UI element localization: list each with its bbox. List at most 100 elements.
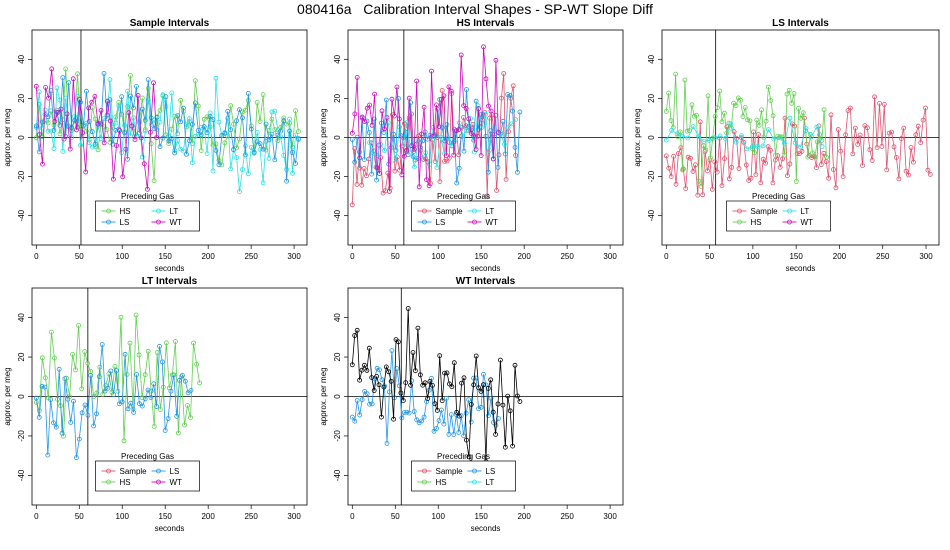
data-point: [501, 71, 507, 76]
data-point: [210, 117, 216, 122]
data-point: [512, 362, 518, 368]
data-point: [441, 93, 447, 99]
data-point: [387, 185, 393, 191]
data-point: [76, 436, 82, 442]
data-point: [748, 175, 754, 181]
data-point: [493, 431, 499, 437]
data-point: [417, 372, 423, 378]
series-group: [33, 66, 301, 195]
data-point: [64, 111, 70, 117]
data-point: [409, 143, 415, 149]
data-point: [186, 138, 192, 144]
data-point: [821, 107, 827, 113]
data-point: [57, 123, 63, 128]
data-point: [45, 114, 51, 120]
chart-panel-4: WT Intervals 0 50 100 150 200 250 300 -40 -20 0 20 4…: [319, 276, 624, 533]
data-point: [503, 176, 509, 182]
data-point: [382, 148, 387, 153]
data-point: [369, 401, 375, 407]
data-point: [488, 395, 494, 401]
data-point: [113, 120, 119, 126]
data-point: [456, 152, 462, 158]
data-point: [148, 388, 154, 394]
data-point: [154, 135, 160, 141]
y-tick-label: -40: [647, 209, 656, 221]
data-point: [91, 423, 96, 429]
data-point: [172, 339, 178, 344]
y-tick-label: 20: [647, 93, 656, 102]
data-point: [848, 105, 853, 111]
data-point: [419, 418, 425, 424]
data-point: [754, 117, 760, 123]
data-point: [920, 117, 926, 123]
data-point: [436, 418, 442, 424]
data-point: [231, 121, 237, 127]
data-point: [466, 116, 472, 122]
data-point: [225, 133, 231, 139]
legend-entry: LS: [170, 467, 180, 476]
data-point: [473, 353, 479, 359]
data-point: [421, 414, 427, 420]
data-point: [449, 384, 455, 390]
data-point: [287, 128, 293, 134]
data-point: [439, 88, 445, 93]
y-tick-label: -40: [17, 209, 26, 221]
data-point: [122, 130, 127, 136]
data-point: [466, 454, 472, 460]
data-point: [456, 413, 462, 419]
data-point: [911, 159, 916, 165]
data-point: [177, 377, 182, 383]
legend-box: [726, 200, 831, 232]
data-point: [512, 144, 518, 150]
data-point: [367, 401, 373, 407]
data-point: [157, 343, 162, 349]
data-point: [439, 398, 445, 404]
data-point: [415, 325, 421, 331]
data-point: [780, 156, 785, 162]
data-point: [219, 133, 225, 139]
data-point: [690, 124, 696, 129]
data-point: [391, 113, 397, 119]
data-point: [786, 87, 792, 93]
data-point: [490, 156, 496, 162]
data-point: [135, 93, 141, 98]
data-point: [42, 384, 48, 390]
data-point: [879, 143, 885, 149]
data-point: [745, 117, 750, 123]
y-tick-label: 20: [333, 352, 342, 361]
y-tick-label: -20: [17, 430, 26, 442]
data-point: [446, 155, 452, 161]
data-point: [213, 147, 219, 153]
data-point: [742, 105, 748, 110]
data-point: [475, 103, 481, 109]
data-point: [52, 119, 58, 124]
data-point: [118, 314, 124, 320]
data-point: [78, 99, 83, 105]
data-point: [142, 372, 148, 378]
x-axis-label: seconds: [471, 524, 501, 533]
data-point: [374, 373, 380, 379]
legend-swatch-marker: [472, 479, 477, 485]
y-tick-label: 40: [17, 313, 26, 322]
data-point: [700, 192, 706, 198]
data-point: [367, 140, 372, 146]
data-point: [182, 422, 187, 428]
data-point: [430, 125, 436, 130]
data-point: [119, 94, 125, 100]
data-point: [814, 139, 820, 145]
y-tick-label: -40: [333, 209, 342, 221]
data-point: [377, 367, 382, 373]
data-point: [823, 159, 829, 164]
data-point: [352, 111, 358, 117]
legend-title: Preceding Gas: [437, 192, 490, 201]
data-point: [396, 116, 402, 122]
data-point: [182, 378, 188, 384]
data-point: [406, 95, 412, 101]
data-point: [497, 357, 503, 363]
data-point: [379, 108, 385, 114]
data-point: [225, 108, 231, 114]
legend-entry: WT: [801, 218, 814, 227]
data-point: [201, 124, 207, 130]
y-tick-label: -20: [333, 430, 342, 442]
x-tick-label: 50: [75, 252, 84, 261]
